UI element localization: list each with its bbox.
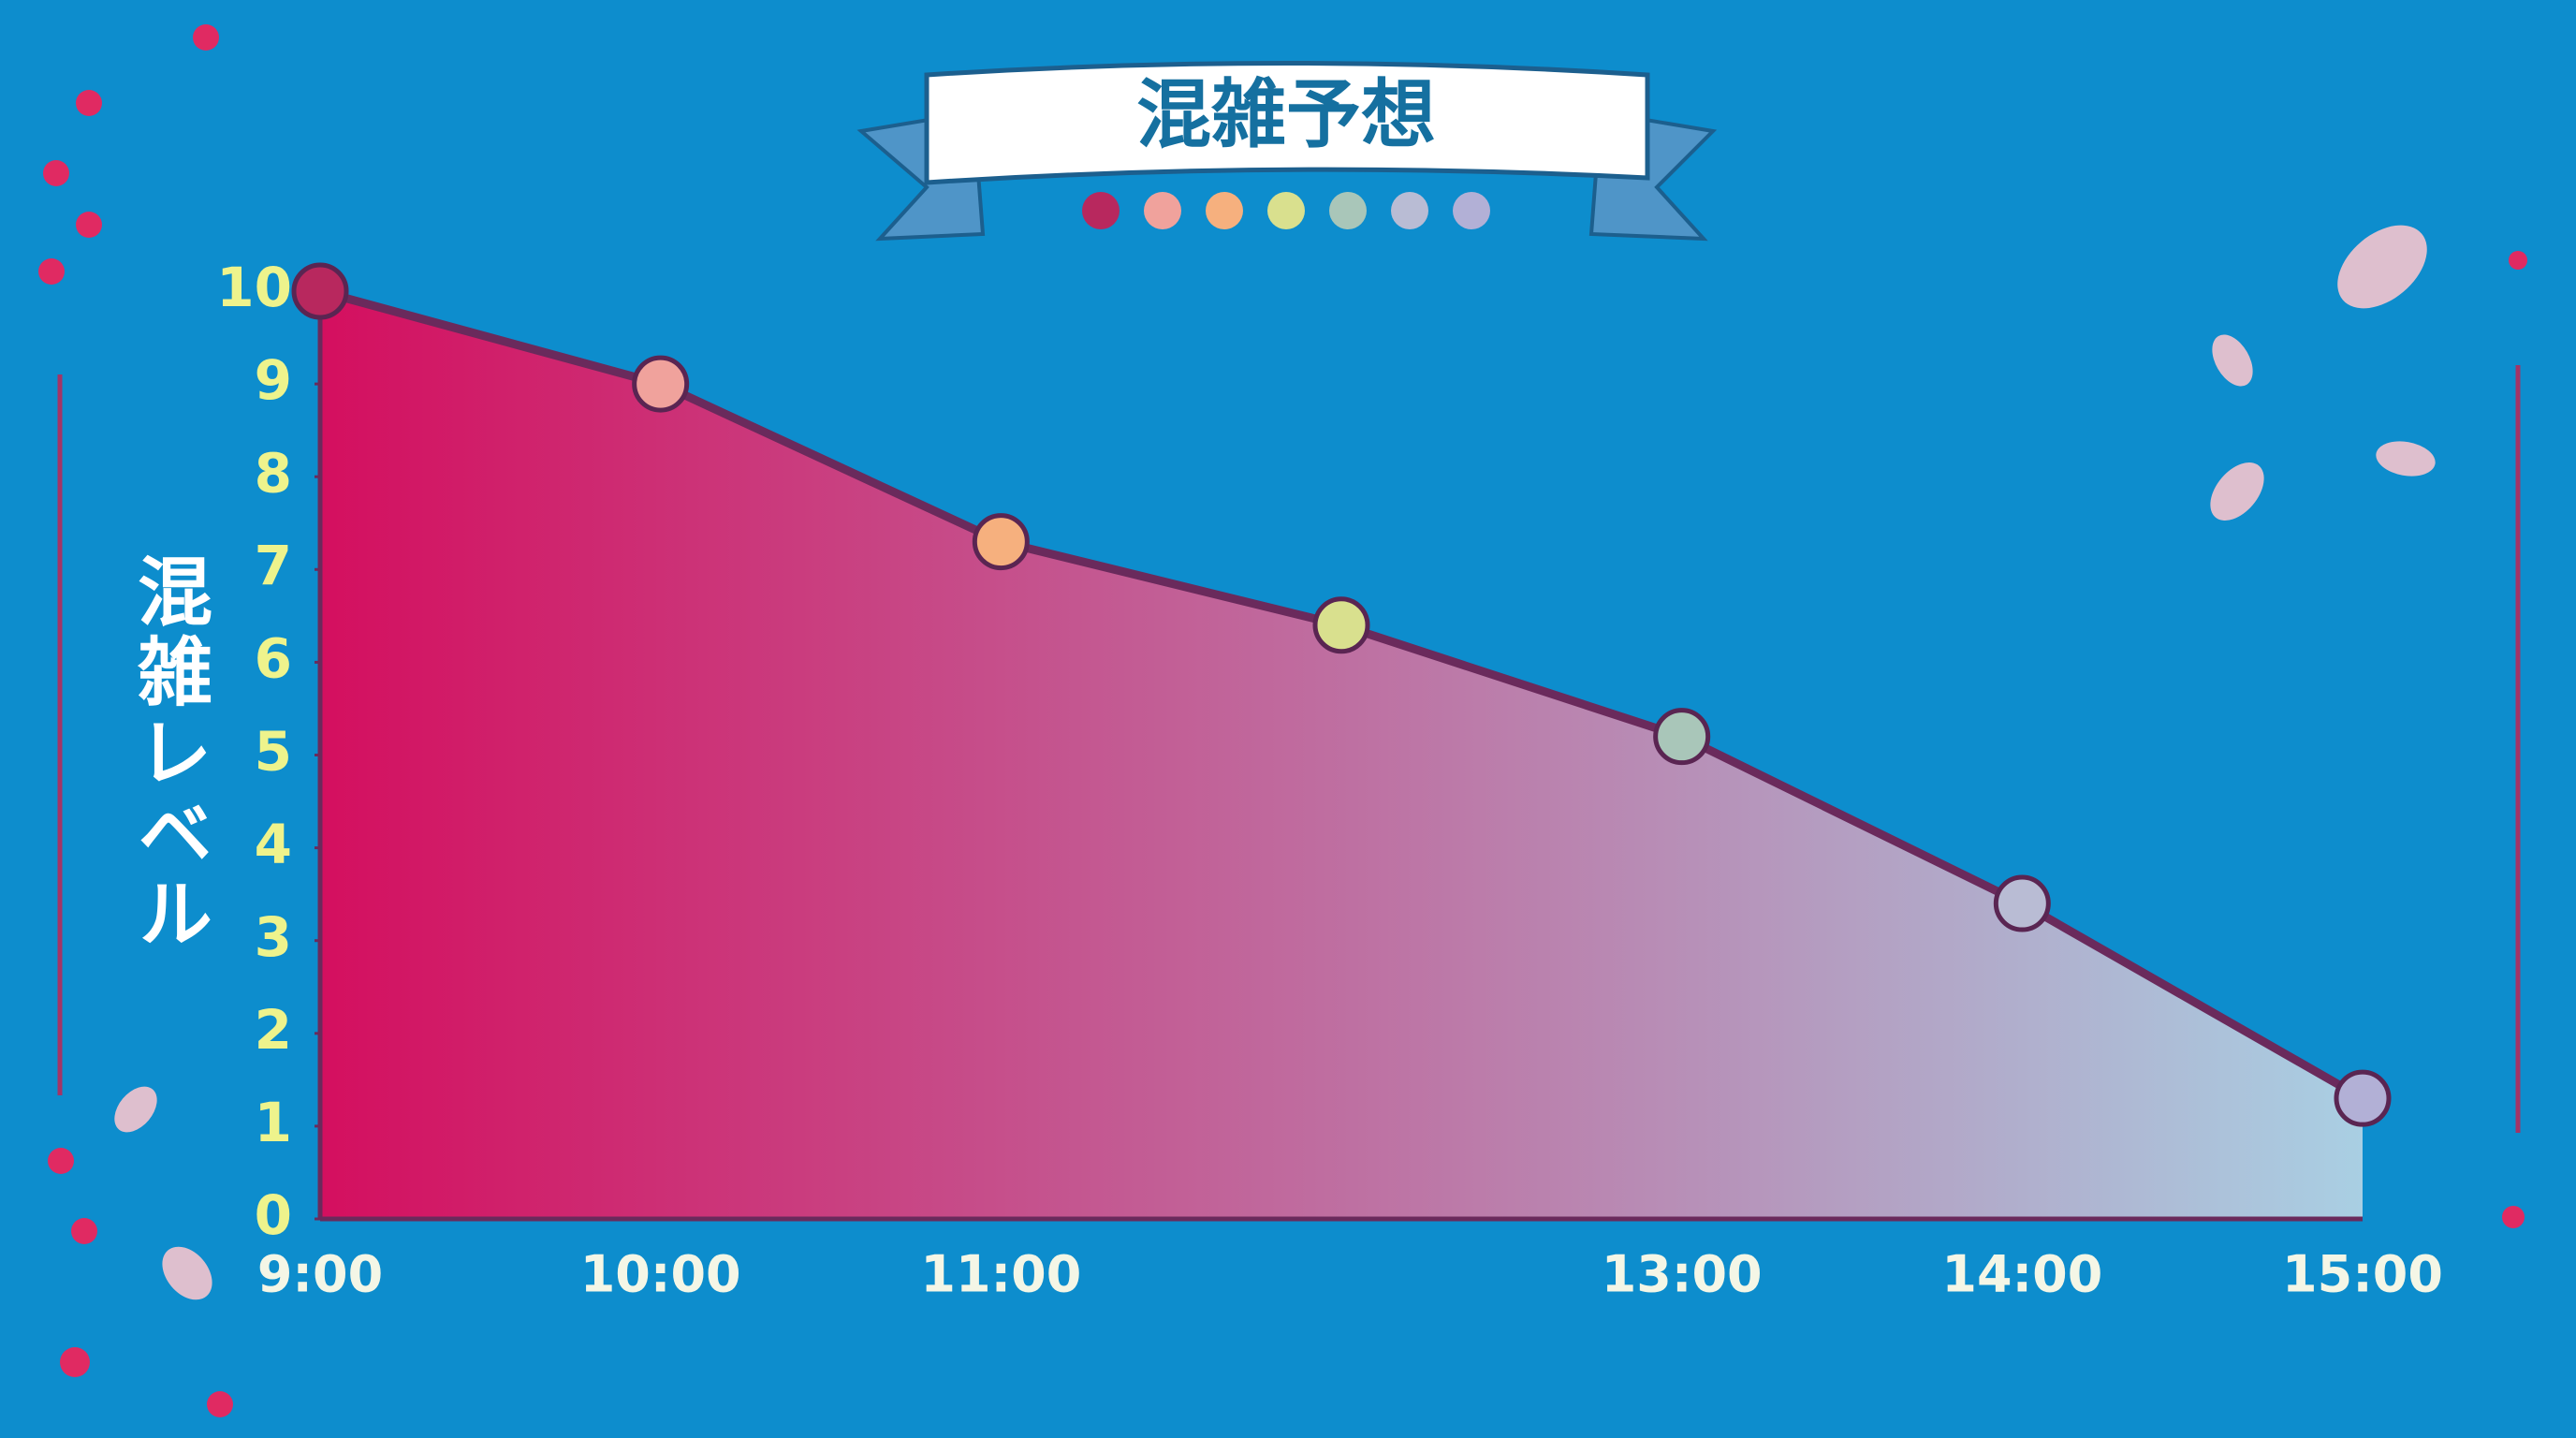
color-dot xyxy=(1329,192,1367,229)
y-axis-label: 混雑レベル xyxy=(125,552,213,955)
data-point xyxy=(1312,596,1370,654)
data-point xyxy=(2334,1069,2392,1127)
y-tick-label: 6 xyxy=(255,627,292,691)
x-tick-label: 11:00 xyxy=(920,1245,1081,1304)
color-dot xyxy=(1453,192,1490,229)
y-tick-label: 3 xyxy=(255,905,292,969)
y-tick-label: 4 xyxy=(255,813,292,876)
y-tick-label: 7 xyxy=(255,534,292,597)
y-tick-label: 2 xyxy=(255,998,292,1062)
y-tick-label: 10 xyxy=(216,256,292,319)
data-point xyxy=(632,355,690,413)
area xyxy=(320,291,2363,1219)
data-point xyxy=(972,513,1030,571)
color-dot xyxy=(1267,192,1305,229)
color-dot xyxy=(1144,192,1181,229)
paw-decoration xyxy=(38,24,2527,1417)
x-tick-label: 10:00 xyxy=(580,1245,741,1304)
x-tick-label: 14:00 xyxy=(1941,1245,2102,1304)
x-tick-label: 9:00 xyxy=(257,1245,383,1304)
data-point xyxy=(291,262,349,320)
y-tick-label: 1 xyxy=(255,1091,292,1154)
color-dot xyxy=(1391,192,1428,229)
data-point xyxy=(1993,874,2051,932)
y-tick-label: 0 xyxy=(255,1183,292,1247)
chart-title: 混雑予想 xyxy=(1136,71,1436,158)
y-tick-label: 8 xyxy=(255,441,292,505)
x-tick-label: 15:00 xyxy=(2282,1245,2443,1304)
title-ribbon xyxy=(856,61,1718,242)
color-dot xyxy=(1082,192,1120,229)
x-tick-label: 13:00 xyxy=(1602,1245,1763,1304)
color-dot xyxy=(1206,192,1243,229)
data-point xyxy=(1653,708,1711,766)
y-tick-label: 9 xyxy=(255,348,292,412)
y-tick-label: 5 xyxy=(255,720,292,784)
